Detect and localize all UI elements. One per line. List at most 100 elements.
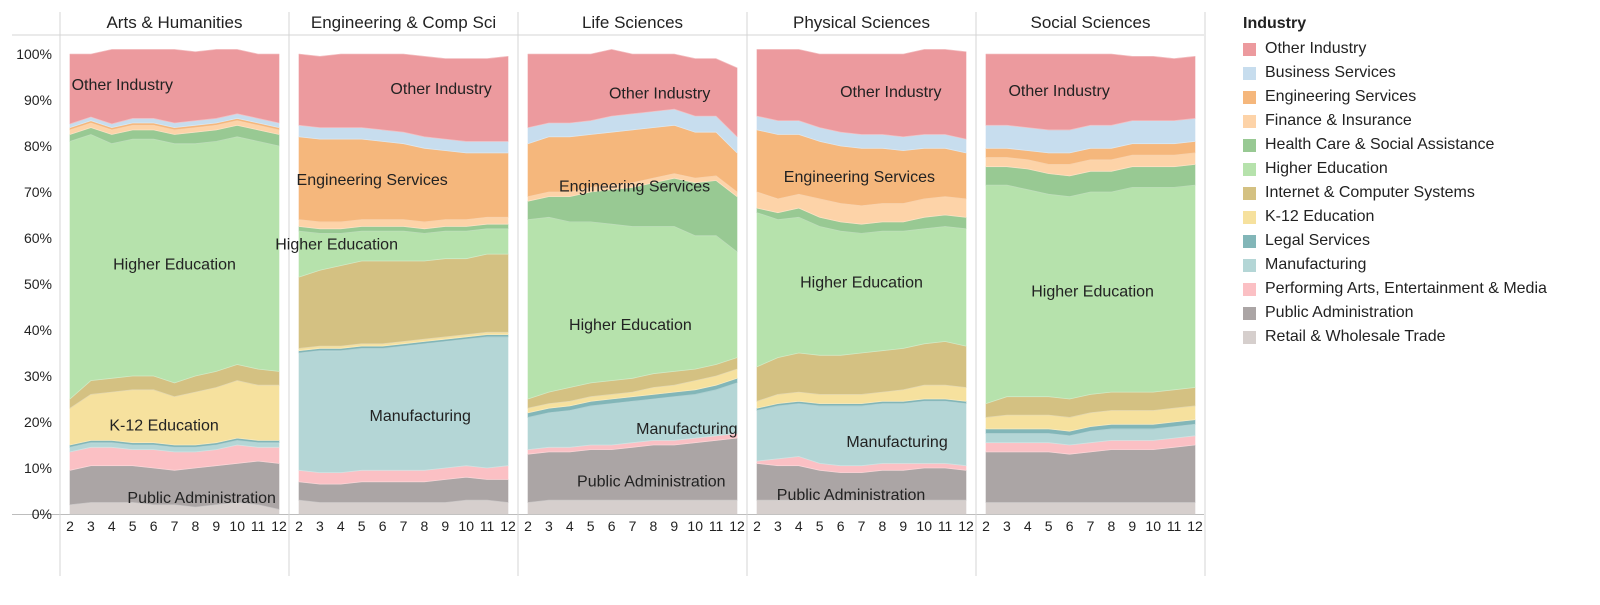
x-tick-label: 8: [192, 518, 200, 534]
band-edge-manufacturing: [527, 382, 738, 418]
x-tick-label: 7: [629, 518, 637, 534]
x-tick-label: 5: [129, 518, 137, 534]
legend-swatch: [1243, 114, 1256, 128]
band-edge-performing-arts-entertainment-and-media: [69, 444, 279, 453]
area-other-industry: [756, 49, 967, 140]
band-edge-business-services: [298, 124, 508, 142]
band-edge-public-administration: [298, 476, 508, 485]
legend-item-finance-and-insurance[interactable]: Finance & Insurance: [1243, 109, 1600, 133]
legend-item-higher-education[interactable]: Higher Education: [1243, 157, 1600, 181]
legend-label: Manufacturing: [1265, 256, 1367, 273]
area-label-manufacturing: Manufacturing: [636, 421, 737, 438]
legend-item-health-care-and-social-assistance[interactable]: Health Care & Social Assistance: [1243, 133, 1600, 157]
band-edge-public-administration: [69, 460, 280, 471]
band-edge-higher-education: [69, 134, 280, 147]
legend-swatch: [1243, 66, 1256, 80]
y-tick-label: 60%: [24, 230, 52, 246]
legend-item-public-administration[interactable]: Public Administration: [1243, 301, 1600, 325]
band-edge-legal-services: [527, 377, 738, 414]
legend-label: Legal Services: [1265, 232, 1370, 249]
y-tick-label: 80%: [24, 138, 52, 154]
band-edge-public-administration: [986, 444, 1196, 455]
legend-item-other-industry[interactable]: Other Industry: [1243, 37, 1600, 61]
band-edge-public-administration: [756, 463, 967, 473]
area-label-higher-education: Higher Education: [1031, 283, 1154, 300]
legend-item-internet-and-computer-systems[interactable]: Internet & Computer Systems: [1243, 181, 1600, 205]
y-tick-label: 50%: [24, 276, 52, 292]
band-edge-public-administration: [527, 437, 738, 455]
band-edge-k-12-education: [298, 331, 508, 349]
band-edge-business-services: [527, 108, 738, 138]
y-tick-label: 100%: [16, 46, 52, 62]
legend-item-legal-services[interactable]: Legal Services: [1243, 229, 1600, 253]
legend-item-engineering-services[interactable]: Engineering Services: [1243, 85, 1600, 109]
band-edge-internet-and-computer-systems: [69, 364, 280, 400]
band-edge-finance-and-insurance: [298, 216, 508, 223]
area-label-higher-education: Higher Education: [275, 237, 398, 254]
area-label-k-12-education: K-12 Education: [109, 417, 218, 434]
area-label-other-industry: Other Industry: [390, 81, 491, 98]
x-tick-label: 7: [171, 518, 179, 534]
x-tick-label: 2: [295, 518, 303, 534]
band-edge-health-care-and-social-assistance: [756, 207, 967, 225]
x-tick-label: 5: [587, 518, 595, 534]
area-retail-and-wholesale-trade: [527, 499, 738, 515]
band-edge-performing-arts-entertainment-and-media: [298, 465, 509, 473]
x-tick-label: 5: [816, 518, 824, 534]
x-tick-label: 3: [316, 518, 324, 534]
area-label-higher-education: Higher Education: [113, 256, 236, 273]
legend-item-k-12-education[interactable]: K-12 Education: [1243, 205, 1600, 229]
band-edge-health-care-and-social-assistance: [527, 177, 738, 202]
legend-label: Retail & Wholesale Trade: [1265, 328, 1446, 345]
area-label-public-administration: Public Administration: [777, 487, 926, 504]
band-edge-performing-arts-entertainment-and-media: [756, 456, 967, 467]
legend-swatch: [1243, 306, 1256, 320]
band-edge-engineering-services: [298, 136, 508, 154]
band-edge-internet-and-computer-systems: [756, 341, 967, 368]
legend-swatch: [1243, 90, 1256, 104]
legend-item-manufacturing[interactable]: Manufacturing: [1243, 253, 1600, 277]
y-tick-label: 40%: [24, 322, 52, 338]
x-tick-label: 12: [1187, 518, 1203, 534]
band-edge-higher-education: [298, 228, 508, 234]
x-tick-label: 10: [916, 518, 932, 534]
band-edge-higher-education: [986, 184, 1196, 198]
legend-item-business-services[interactable]: Business Services: [1243, 61, 1600, 85]
band-edge-manufacturing: [756, 400, 967, 411]
band-edge-retail-and-wholesale-trade: [69, 502, 280, 510]
area-label-manufacturing: Manufacturing: [370, 408, 471, 425]
x-tick-label: 2: [524, 518, 532, 534]
band-edge-other-industry: [986, 53, 1196, 60]
band-edge-internet-and-computer-systems: [985, 387, 1196, 404]
band-edge-k-12-education: [756, 384, 967, 402]
legend-label: Health Care & Social Assistance: [1265, 136, 1495, 153]
area-label-higher-education: Higher Education: [569, 317, 692, 334]
band-edge-business-services: [986, 118, 1196, 131]
panel-life-sciences: Life Sciences 2 3 4 5 6 7 8 9 10 11 12 Other Industr…: [524, 13, 745, 534]
legend-item-performing-arts-entertainment-and-media[interactable]: Performing Arts, Entertainment & Media: [1243, 277, 1600, 301]
x-tick-label: 6: [150, 518, 158, 534]
area-other-industry: [69, 49, 280, 125]
y-tick-label: 30%: [24, 368, 52, 384]
band-edge-manufacturing: [298, 336, 508, 354]
band-edge-health-care-and-social-assistance: [986, 164, 1196, 177]
x-tick-label: 6: [837, 518, 845, 534]
legend-title: Industry: [1243, 15, 1307, 32]
y-tick-label: 10%: [24, 460, 52, 476]
x-tick-label: 12: [271, 518, 287, 534]
area-label-other-industry: Other Industry: [609, 86, 710, 103]
area-label-public-administration: Public Administration: [127, 490, 276, 507]
band-edge-finance-and-insurance: [527, 173, 738, 197]
legend-swatch: [1243, 138, 1256, 152]
panel-title: Arts & Humanities: [106, 13, 242, 32]
area-label-manufacturing: Manufacturing: [846, 434, 947, 451]
panel-title: Engineering & Comp Sci: [311, 13, 496, 32]
legend-item-retail-and-wholesale-trade[interactable]: Retail & Wholesale Trade: [1243, 325, 1600, 349]
band-edge-legal-services: [756, 398, 967, 409]
band-edge-other-industry: [298, 53, 509, 59]
band-edge-higher-education: [756, 212, 967, 234]
legend-swatch: [1243, 162, 1256, 176]
area-label-public-administration: Public Administration: [577, 473, 726, 490]
band-edge-manufacturing: [986, 423, 1196, 437]
